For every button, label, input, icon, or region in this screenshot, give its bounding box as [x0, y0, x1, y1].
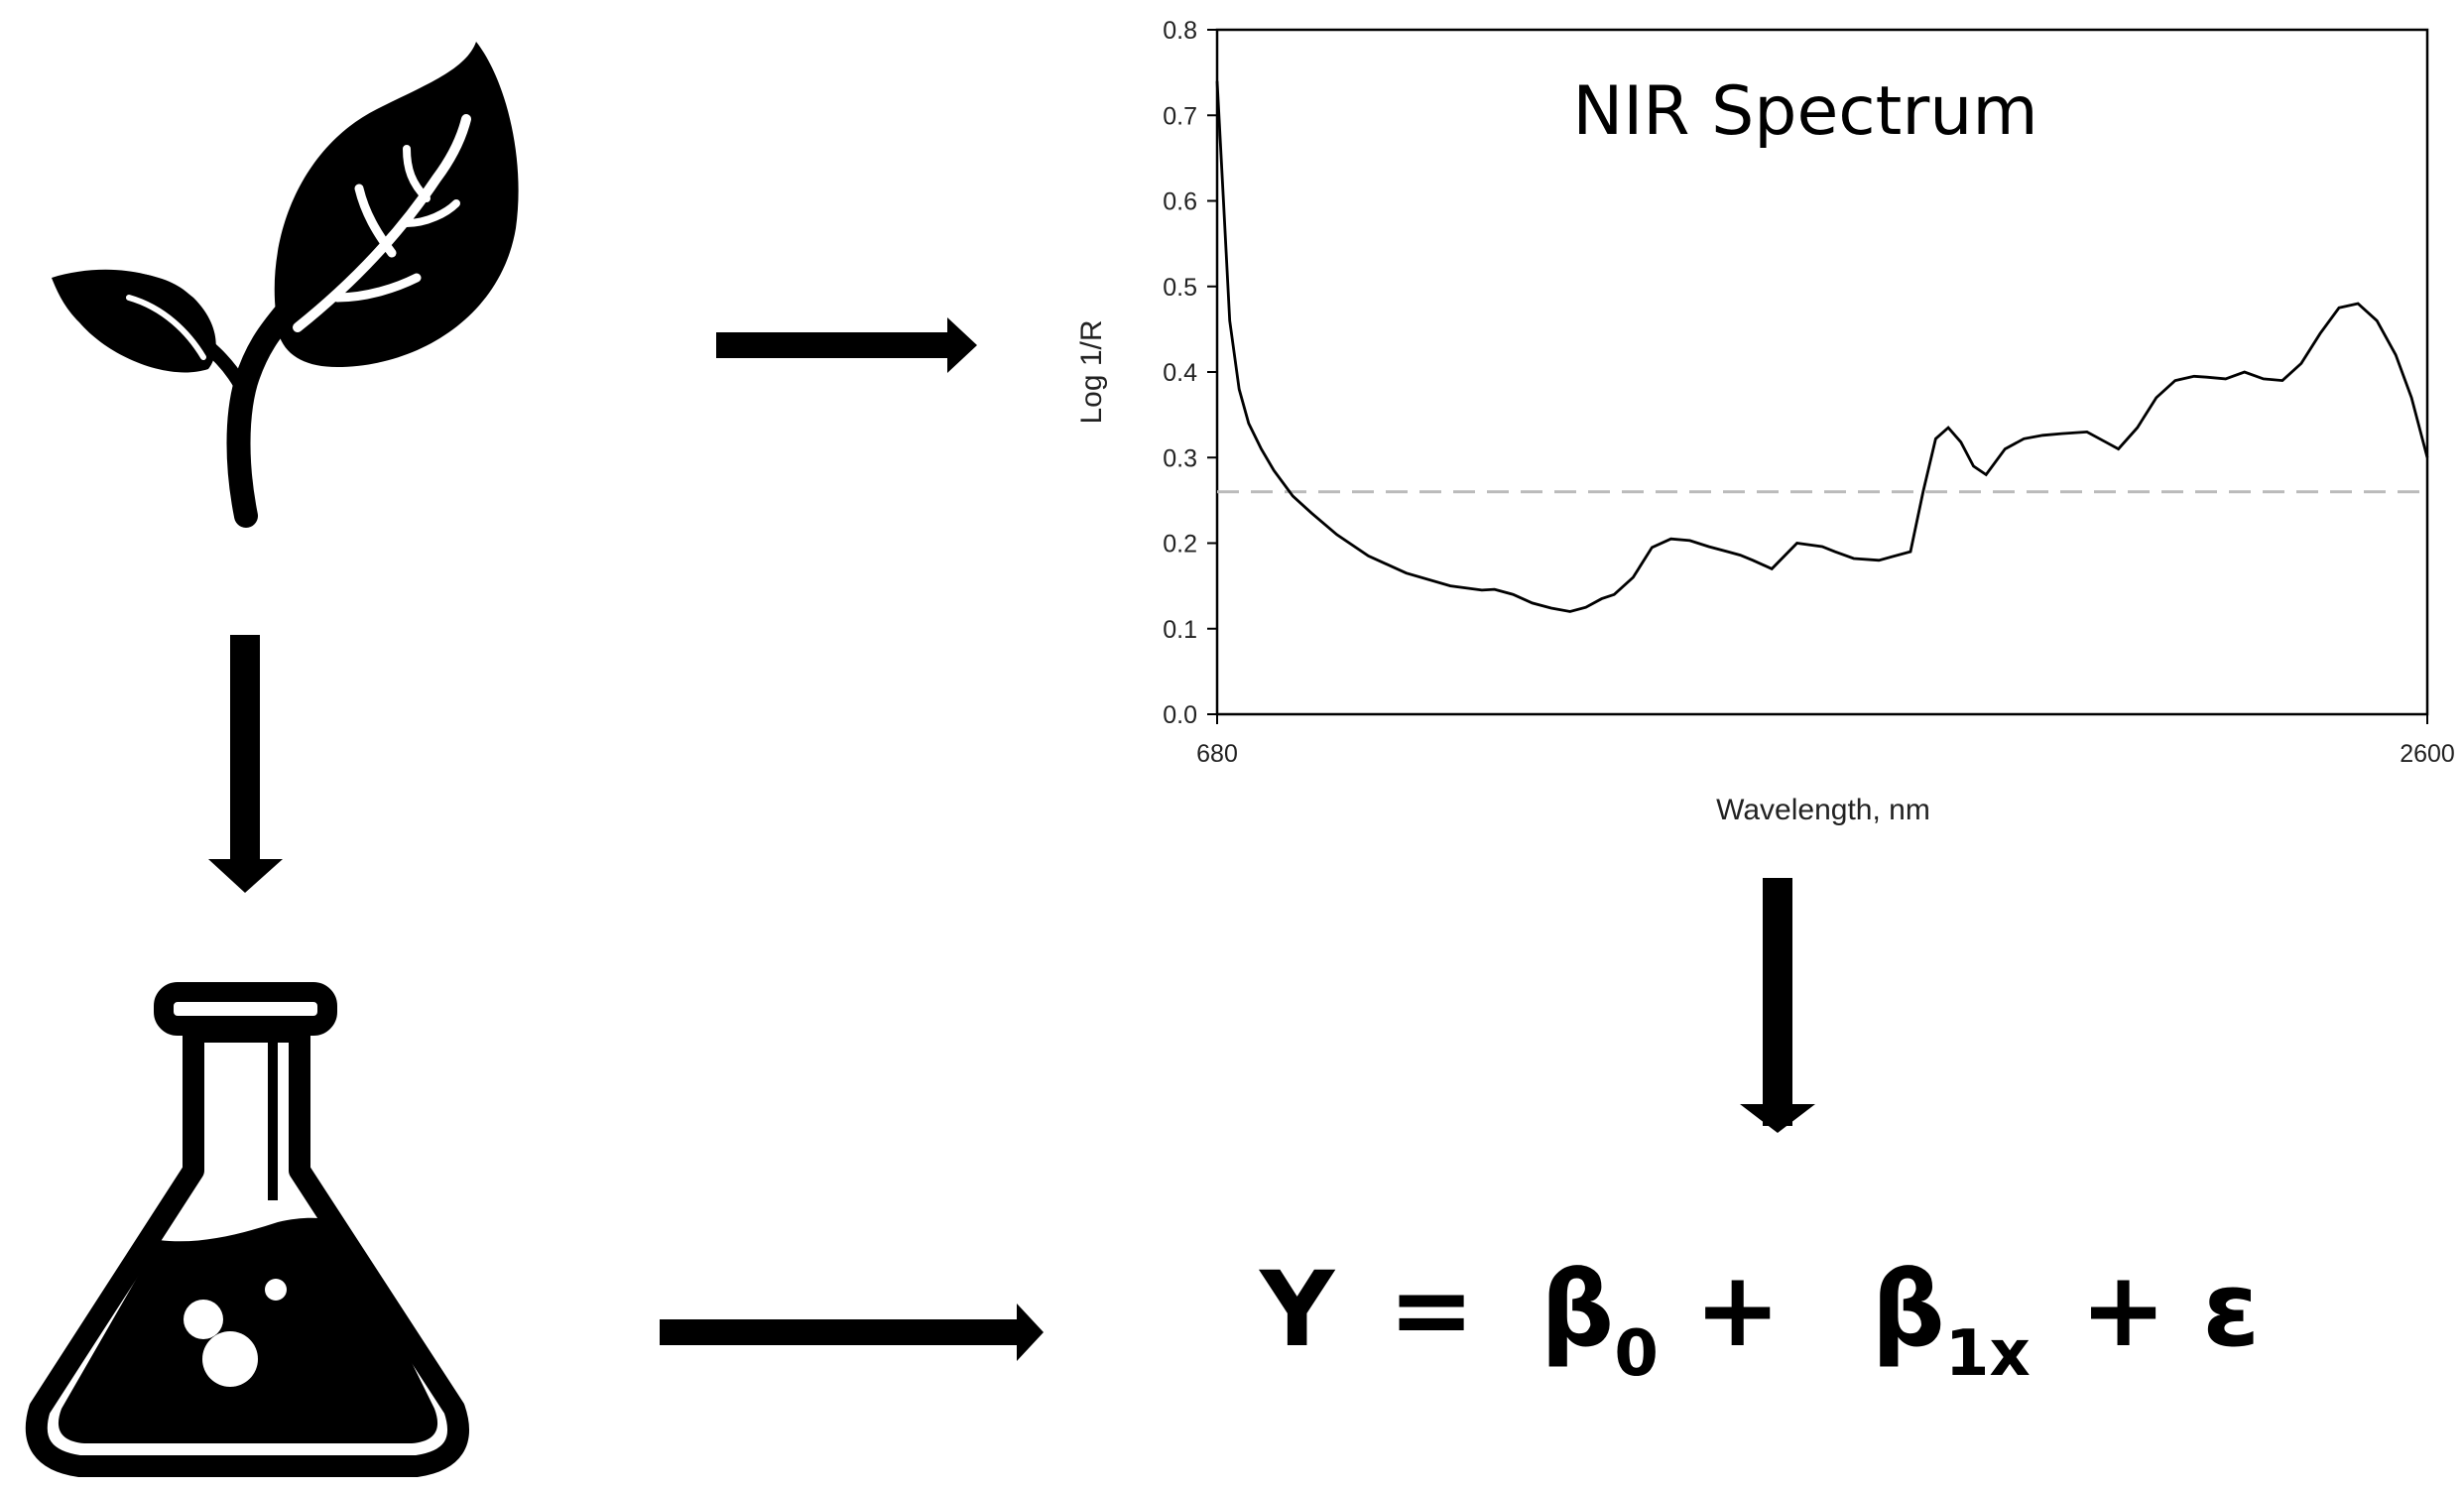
y-tick-label: 0.0	[1163, 701, 1197, 729]
spectrum-line	[1215, 80, 2429, 613]
arrow-spectrum-to-formula	[1740, 878, 1815, 1133]
x-tick-label: 2600	[2400, 740, 2455, 768]
y-tick-label: 0.3	[1163, 444, 1197, 472]
x-tick-label: 680	[1196, 740, 1238, 768]
y-tick-label: 0.1	[1163, 616, 1197, 644]
formula-equals: =	[1388, 1249, 1475, 1370]
formula-y: Y	[1260, 1249, 1335, 1370]
formula-plus-1: +	[1694, 1249, 1782, 1370]
formula-beta0-subscript: 0	[1614, 1317, 1659, 1391]
x-axis-label: Wavelength, nm	[1716, 794, 1930, 826]
y-axis-label: Log 1/R	[1075, 319, 1108, 424]
arrow-plant-to-spectrum	[716, 317, 977, 373]
formula-plus-2: +	[2079, 1249, 2167, 1370]
y-tick-label: 0.4	[1163, 359, 1197, 387]
formula-beta1-subscript: 1x	[1944, 1317, 2031, 1391]
y-tick-label: 0.7	[1163, 102, 1197, 130]
formula-beta0: β	[1540, 1249, 1615, 1370]
formula-epsilon: ε	[2202, 1249, 2261, 1370]
regression-formula: Y = β0 + β1x + ε	[1260, 1245, 2261, 1391]
y-tick-label: 0.8	[1163, 17, 1197, 45]
chart-title: NIR Spectrum	[1572, 72, 2037, 151]
x-axis-ticks: 680 2600	[1196, 714, 2455, 768]
y-tick-label: 0.5	[1163, 274, 1197, 302]
arrow-flask-to-formula	[660, 1304, 1044, 1361]
y-axis-ticks: 0.0 0.1 0.2 0.3 0.4 0.5 0.6 0.7 0.8	[1163, 17, 1217, 729]
y-tick-label: 0.6	[1163, 188, 1197, 216]
y-tick-label: 0.2	[1163, 531, 1197, 559]
arrow-plant-to-flask	[208, 635, 283, 893]
formula-beta1: β	[1871, 1249, 1945, 1370]
